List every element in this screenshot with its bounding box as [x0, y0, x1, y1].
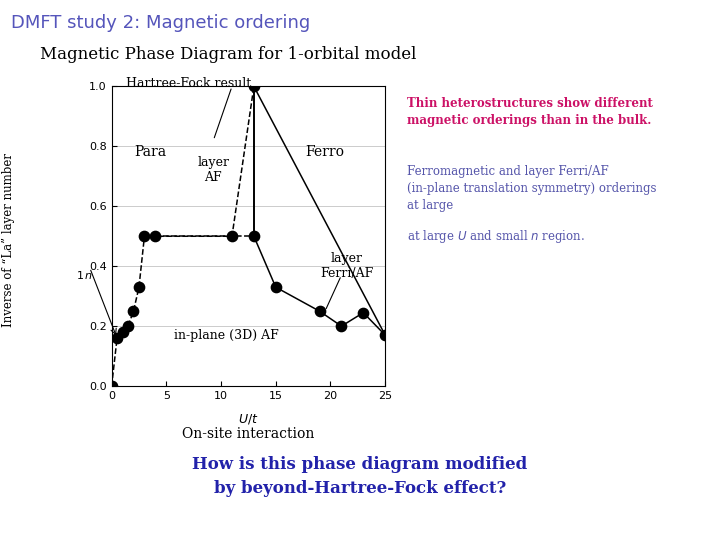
Text: On-site interaction: On-site interaction	[182, 428, 315, 442]
Point	[127, 307, 139, 315]
Text: layer
Ferri/AF: layer Ferri/AF	[320, 252, 374, 280]
Text: $1\,n$: $1\,n$	[76, 269, 94, 281]
Text: DMFT study 2: Magnetic ordering: DMFT study 2: Magnetic ordering	[11, 14, 310, 31]
Point	[122, 322, 134, 330]
Text: Inverse of “La” layer number: Inverse of “La” layer number	[2, 153, 15, 327]
Text: Para: Para	[134, 145, 166, 159]
Point	[226, 232, 238, 241]
Point	[248, 82, 260, 91]
Point	[248, 232, 260, 241]
Text: $U/t$: $U/t$	[238, 412, 258, 426]
Text: layer
AF: layer AF	[197, 156, 230, 184]
Text: Ferromagnetic and layer Ferri/AF
(in-plane translation symmetry) orderings
at la: Ferromagnetic and layer Ferri/AF (in-pla…	[407, 165, 657, 212]
Point	[117, 328, 128, 336]
Text: in-plane (3D) AF: in-plane (3D) AF	[174, 329, 279, 342]
Point	[314, 307, 325, 315]
Text: Ferro: Ferro	[305, 145, 344, 159]
Point	[270, 283, 282, 292]
Point	[358, 308, 369, 317]
Point	[139, 232, 150, 241]
Point	[336, 322, 347, 330]
Text: Magnetic Phase Diagram for 1-orbital model: Magnetic Phase Diagram for 1-orbital mod…	[40, 46, 416, 63]
Point	[150, 232, 161, 241]
Point	[379, 331, 391, 340]
Text: at large $U$ and small $n$ region.: at large $U$ and small $n$ region.	[407, 228, 585, 245]
Point	[112, 334, 123, 342]
Point	[133, 283, 145, 292]
Text: How is this phase diagram modified
by beyond-Hartree-Fock effect?: How is this phase diagram modified by be…	[192, 456, 528, 497]
Point	[106, 382, 117, 390]
Text: Thin heterostructures show different
magnetic orderings than in the bulk.: Thin heterostructures show different mag…	[407, 97, 652, 127]
Text: Hartree-Fock result: Hartree-Fock result	[126, 77, 251, 90]
